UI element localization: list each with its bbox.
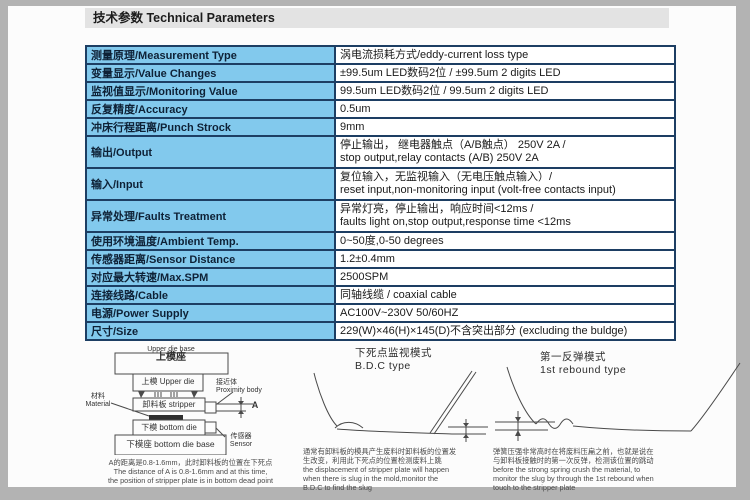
param-label: 电源/Power Supply	[85, 303, 336, 323]
rebound-diagram-title: 第一反弹模式 1st rebound type	[540, 351, 627, 376]
die-structure-drawing-icon	[110, 352, 253, 455]
bdc-curve-icon	[313, 370, 488, 442]
material-label: 材料 Material	[85, 393, 111, 408]
bottom-die-label: 下模 bottom die	[141, 423, 197, 432]
param-value: 0~50度,0-50 degrees	[334, 231, 676, 251]
table-row: 测量原理/Measurement Type 涡电流损耗方式/eddy-curren…	[85, 45, 676, 65]
die-diagram-caption: A的距离是0.8-1.6mm，此时卸料板的位置在下死点 The distance…	[107, 458, 274, 485]
table-row: 尺寸/Size 229(W)×46(H)×145(D)不含突出部分 (exclud…	[85, 321, 676, 341]
upper-die-base-label-cn: 上模座	[156, 352, 186, 363]
bdc-diagram-title: 下死点监视模式 B.D.C type	[355, 347, 432, 372]
table-row: 冲床行程距离/Punch Strock 9mm	[85, 117, 676, 137]
upper-die-base-label-en: Upper die base	[147, 346, 195, 353]
table-row: 输出/Output 停止输出， 继电器触点（A/B触点） 250V 2A / st…	[85, 135, 676, 169]
param-label: 输入/Input	[85, 167, 336, 201]
page-title: 技术参数 Technical Parameters	[85, 8, 669, 28]
param-label: 尺寸/Size	[85, 321, 336, 341]
bdc-mode-diagram: 下死点监视模式 B.D.C type 通常有卸料板的模具产生废料时卸料板的位置发…	[300, 345, 515, 500]
param-value: 229(W)×46(H)×145(D)不含突出部分 (excluding the…	[334, 321, 676, 341]
table-row: 变量显示/Value Changes ±99.5um LED数码2位 / ±99.…	[85, 63, 676, 83]
param-value: 99.5um LED数码2位 / 99.5um 2 digits LED	[334, 81, 676, 101]
param-label: 传感器距离/Sensor Distance	[85, 249, 336, 269]
table-row: 反复精度/Accuracy 0.5um	[85, 99, 676, 119]
param-label: 输出/Output	[85, 135, 336, 169]
table-row: 连接线路/Cable 同轴线缆 / coaxial cable	[85, 285, 676, 305]
table-row: 输入/Input 复位输入，无监视输入（无电压触点输入）/ reset input…	[85, 167, 676, 201]
table-row: 传感器距离/Sensor Distance 1.2±0.4mm	[85, 249, 676, 269]
table-row: 使用环境温度/Ambient Temp. 0~50度,0-50 degrees	[85, 231, 676, 251]
table-row: 对应最大转速/Max.SPM 2500SPM	[85, 267, 676, 287]
param-value: 1.2±0.4mm	[334, 249, 676, 269]
table-row: 电源/Power Supply AC100V~230V 50/60HZ	[85, 303, 676, 323]
stripper-label: 卸料板 stripper	[142, 400, 196, 409]
upper-die-label: 上模 Upper die	[141, 377, 195, 386]
technical-parameters-table: 测量原理/Measurement Type 涡电流损耗方式/eddy-curren…	[85, 45, 676, 341]
param-value: 2500SPM	[334, 267, 676, 287]
dimension-a-label: A	[251, 400, 259, 410]
bdc-diagram-caption: 通常有卸料板的模具产生废料时卸料板的位置发 生改变，利用此下死点的位置检测废料上…	[303, 447, 457, 492]
die-structure-diagram: Upper die base 上模座 上模 Upper die 卸料板 stri…	[83, 345, 298, 500]
bottom-die-base-label: 下模座 bottom die base	[126, 439, 215, 449]
table-row: 异常处理/Faults Treatment 异常灯亮，停止输出，响应时间<12ms…	[85, 199, 676, 233]
sensor-label: 传感器 Sensor	[229, 433, 253, 448]
rebound-mode-diagram: 第一反弹模式 1st rebound type 弹簧压强非常高时在将废料压扁之前…	[493, 345, 750, 500]
param-value: 复位输入，无监视输入（无电压触点输入）/ reset input,non-mon…	[334, 167, 676, 201]
param-label: 变量显示/Value Changes	[85, 63, 336, 83]
document-page: 技术参数 Technical Parameters 测量原理/Measureme…	[8, 6, 741, 492]
rebound-diagram-caption: 弹簧压强非常高时在将废料压扁之前，也就是说在 与卸料板接触时的第一次反弹，检测该…	[493, 447, 654, 492]
param-label: 测量原理/Measurement Type	[85, 45, 336, 65]
param-label: 连接线路/Cable	[85, 285, 336, 305]
param-label: 反复精度/Accuracy	[85, 99, 336, 119]
param-label: 监视值显示/Monitoring Value	[85, 81, 336, 101]
param-value: ±99.5um LED数码2位 / ±99.5um 2 digits LED	[334, 63, 676, 83]
rebound-curve-icon	[495, 362, 741, 441]
proximity-body-label: 接近体 Proximity body	[216, 379, 262, 394]
param-value: 9mm	[334, 117, 676, 137]
param-value: AC100V~230V 50/60HZ	[334, 303, 676, 323]
param-value: 0.5um	[334, 99, 676, 119]
table-row: 监视值显示/Monitoring Value 99.5um LED数码2位 / 9…	[85, 81, 676, 101]
param-label: 使用环境温度/Ambient Temp.	[85, 231, 336, 251]
param-value: 异常灯亮，停止输出，响应时间<12ms / faults light on,st…	[334, 199, 676, 233]
param-value: 涡电流损耗方式/eddy-current loss type	[334, 45, 676, 65]
param-value: 同轴线缆 / coaxial cable	[334, 285, 676, 305]
param-label: 对应最大转速/Max.SPM	[85, 267, 336, 287]
param-label: 异常处理/Faults Treatment	[85, 199, 336, 233]
param-value: 停止输出， 继电器触点（A/B触点） 250V 2A / stop output…	[334, 135, 676, 169]
param-label: 冲床行程距离/Punch Strock	[85, 117, 336, 137]
